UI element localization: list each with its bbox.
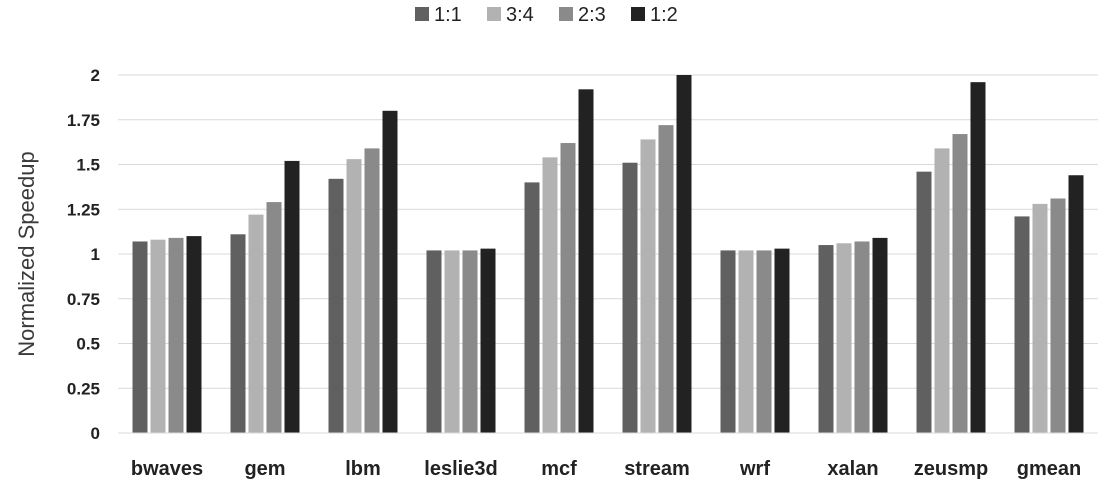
- y-tick-label: 1.5: [76, 156, 100, 175]
- bar-lbm-3-4: [346, 159, 362, 433]
- bar-xalan-3-4: [836, 243, 852, 433]
- x-tick-label: lbm: [345, 458, 381, 480]
- bar-gmean-1-2: [1068, 175, 1084, 434]
- x-tick-label: zeusmp: [914, 458, 988, 480]
- y-tick-label: 1.25: [67, 200, 100, 219]
- bar-zeusmp-2-3: [952, 134, 968, 433]
- bar-wrf-1-1: [720, 250, 736, 433]
- x-tick-label: gmean: [1017, 458, 1081, 480]
- bar-zeusmp-1-1: [916, 171, 932, 433]
- bar-xalan-2-3: [854, 241, 870, 433]
- bar-gem-3-4: [248, 214, 264, 433]
- bar-wrf-1-2: [774, 248, 790, 433]
- bar-gem-1-1: [230, 234, 246, 433]
- legend-swatch: [487, 7, 501, 21]
- bar-mcf-1-1: [524, 182, 540, 433]
- legend-swatch: [415, 7, 429, 21]
- legend-swatch: [631, 7, 645, 21]
- x-tick-label: leslie3d: [424, 458, 497, 480]
- bar-mcf-3-4: [542, 157, 558, 433]
- y-axis: 0 0.25 0.5 0.75 1 1.25 1.5 1.75 2: [67, 66, 100, 443]
- y-tick-label: 0.25: [67, 379, 100, 398]
- bar-stream-3-4: [640, 139, 656, 433]
- x-tick-label: stream: [624, 458, 690, 480]
- bar-bwaves-1-1: [132, 241, 148, 433]
- legend: 1:1 3:4 2:3 1:2: [415, 4, 678, 26]
- legend-label: 3:4: [506, 4, 534, 26]
- legend-label: 2:3: [578, 4, 606, 26]
- y-tick-label: 1: [91, 245, 100, 264]
- bar-wrf-3-4: [738, 250, 754, 433]
- bar-zeusmp-1-2: [970, 82, 986, 433]
- bar-mcf-2-3: [560, 143, 576, 433]
- bar-bwaves-3-4: [150, 239, 166, 433]
- bar-gmean-3-4: [1032, 203, 1048, 433]
- y-tick-label: 0.5: [76, 335, 100, 354]
- x-tick-label: mcf: [541, 458, 577, 480]
- x-tick-label: gem: [244, 458, 285, 480]
- x-tick-label: bwaves: [131, 458, 203, 480]
- bar-leslie3d-2-3: [462, 250, 478, 433]
- legend-swatch: [559, 7, 573, 21]
- bar-gmean-1-1: [1014, 216, 1030, 433]
- y-tick-label: 1.75: [67, 111, 100, 130]
- bar-wrf-2-3: [756, 250, 772, 433]
- bar-lbm-2-3: [364, 148, 380, 433]
- bar-mcf-1-2: [578, 89, 594, 433]
- bar-bwaves-2-3: [168, 237, 184, 433]
- legend-label: 1:1: [434, 4, 462, 26]
- bar-stream-1-2: [676, 75, 692, 433]
- y-tick-label: 0.75: [67, 290, 100, 309]
- bar-leslie3d-1-1: [426, 250, 442, 433]
- bar-gmean-2-3: [1050, 198, 1066, 433]
- legend-label: 1:2: [650, 4, 678, 26]
- x-axis: bwaves gem lbm leslie3d mcf stream wrf xalan zeu…: [118, 432, 1098, 480]
- bar-leslie3d-3-4: [444, 250, 460, 433]
- y-tick-label: 2: [91, 66, 100, 85]
- bar-xalan-1-2: [872, 237, 888, 433]
- y-tick-label: 0: [91, 424, 100, 443]
- bar-stream-2-3: [658, 125, 674, 434]
- bar-zeusmp-3-4: [934, 148, 950, 433]
- bar-lbm-1-1: [328, 178, 344, 433]
- bar-leslie3d-1-2: [480, 248, 496, 433]
- bar-lbm-1-2: [382, 110, 398, 434]
- x-tick-label: xalan: [827, 458, 878, 480]
- bars: [132, 75, 1084, 434]
- y-axis-title: Normalized Speedup: [14, 151, 39, 356]
- bar-xalan-1-1: [818, 245, 834, 433]
- gridlines: [118, 74, 1098, 434]
- bar-gem-2-3: [266, 202, 282, 433]
- bar-bwaves-1-2: [186, 236, 202, 433]
- x-tick-label: wrf: [739, 458, 770, 480]
- bar-stream-1-1: [622, 162, 638, 433]
- bar-gem-1-2: [284, 160, 300, 434]
